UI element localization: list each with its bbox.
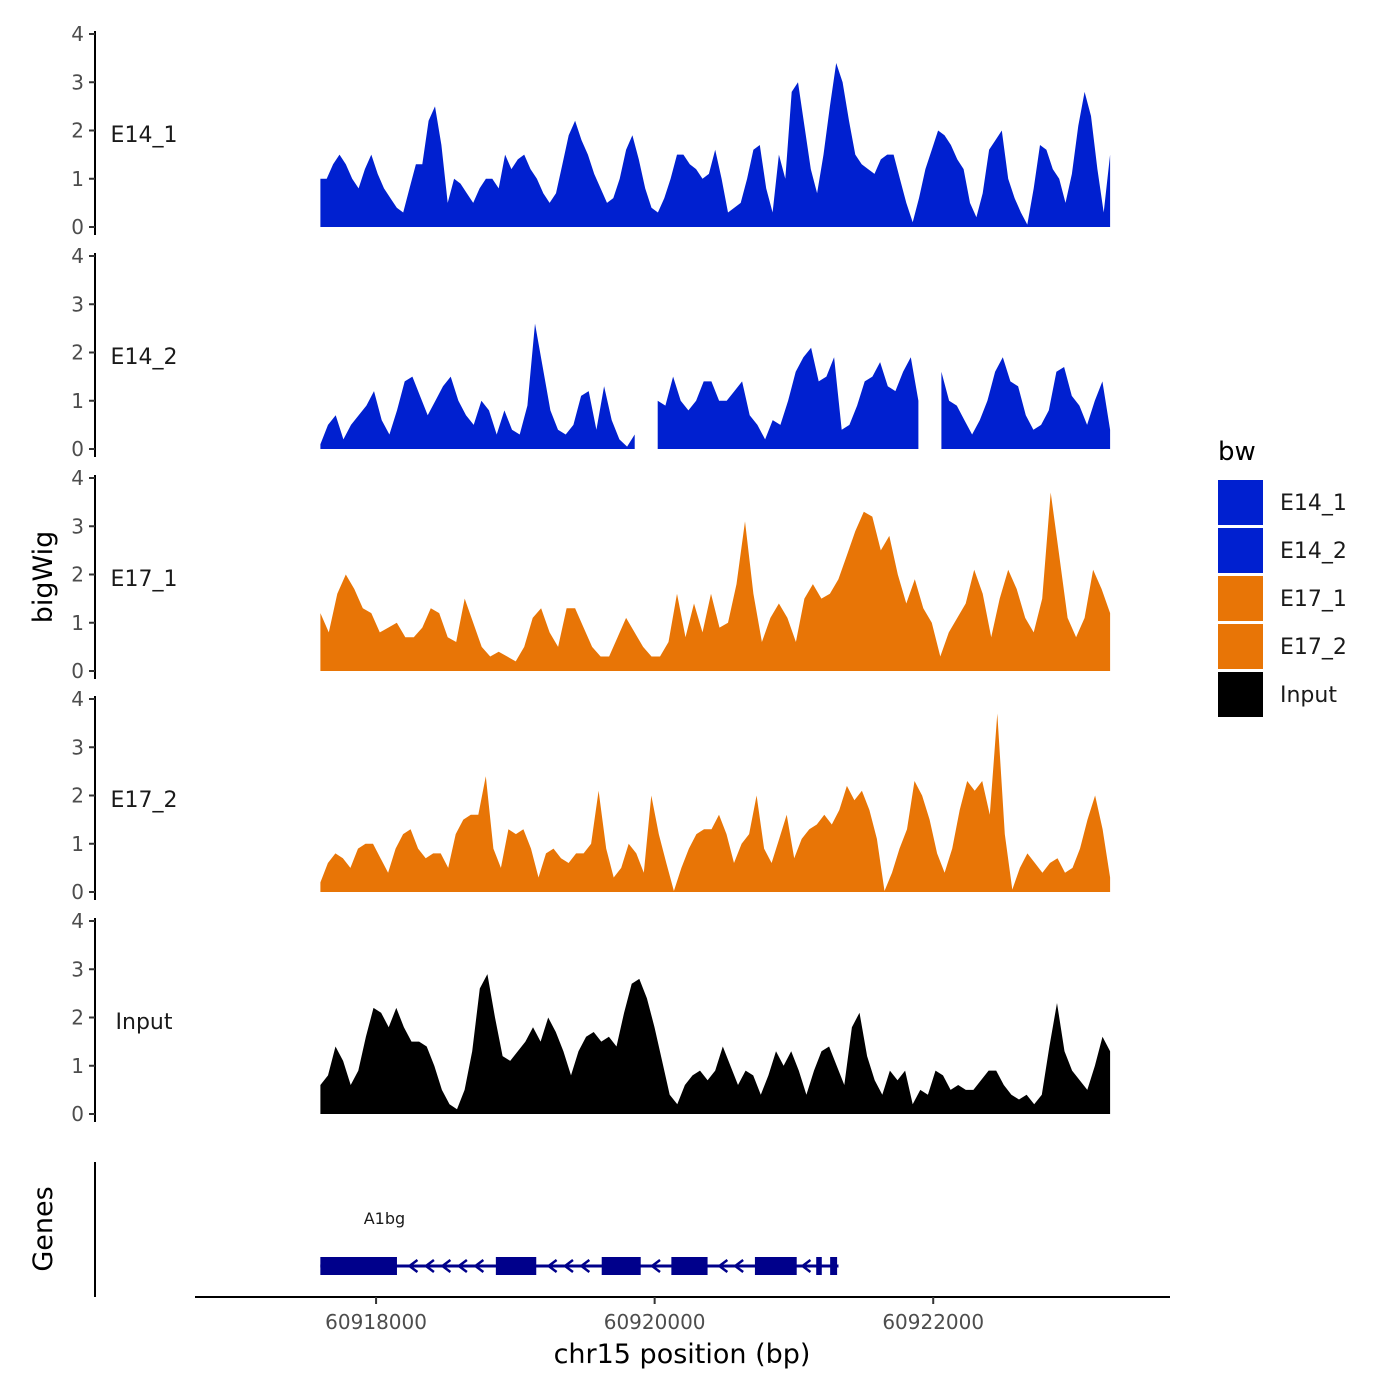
y-tick-label: 4	[71, 687, 84, 711]
legend-swatch-E14_2	[1218, 528, 1263, 573]
y-tick-label: 4	[71, 244, 84, 268]
gene-exon	[320, 1257, 397, 1275]
legend: bw E14_1 E14_2 E17_1 E17_2 Input	[1218, 437, 1347, 717]
track-E17_1: 0 1 2 3 4 E17_1	[71, 466, 1111, 683]
legend-label-E14_2: E14_2	[1280, 539, 1347, 564]
gene-exon	[816, 1257, 822, 1275]
strand-arrow	[717, 1259, 729, 1273]
x-tick-label: 60920000	[604, 1310, 706, 1334]
x-tick-label: 60922000	[882, 1310, 984, 1334]
signal-area-E14_2	[657, 347, 919, 449]
y-tick-label: 0	[71, 437, 84, 461]
strand-arrow	[649, 1259, 661, 1273]
gene-track-title: Genes	[28, 1186, 59, 1271]
y-tick-label: 3	[71, 735, 84, 759]
legend-swatch-E14_1	[1218, 480, 1263, 525]
y-tick-label: 1	[71, 1054, 84, 1078]
y-tick-label: 0	[71, 1102, 84, 1126]
gene-name-label: A1bg	[364, 1209, 405, 1228]
legend-label-E17_1: E17_1	[1280, 587, 1347, 612]
y-tick-label: 3	[71, 70, 84, 94]
gene-exon	[671, 1257, 708, 1275]
track-label-E17_1: E17_1	[111, 567, 178, 592]
signal-area-Input	[320, 974, 1111, 1114]
strand-arrow	[456, 1259, 468, 1273]
signal-tracks: 0 1 2 3 4 E14_1 0 1 2 3 4 E14_2 0 1 2 3 4 E17_1 0 1 2 3 4 E17_2…	[71, 22, 1111, 1126]
strand-arrow	[473, 1259, 485, 1273]
gene-exon	[754, 1257, 797, 1275]
y-tick-label: 2	[71, 119, 84, 143]
legend-swatch-E17_1	[1218, 576, 1263, 621]
legend-swatch-E17_2	[1218, 624, 1263, 669]
y-tick-label: 1	[71, 389, 84, 413]
signal-area-E14_2	[941, 357, 1111, 449]
y-tick-label: 3	[71, 292, 84, 316]
y-tick-label: 2	[71, 341, 84, 365]
y-tick-label: 2	[71, 563, 84, 587]
y-tick-label: 2	[71, 784, 84, 808]
legend-label-Input: Input	[1280, 683, 1337, 708]
y-tick-label: 4	[71, 466, 84, 490]
strand-arrow	[423, 1259, 435, 1273]
track-Input: 0 1 2 3 4 Input	[71, 909, 1111, 1126]
track-label-Input: Input	[116, 1010, 173, 1035]
gene-exon	[601, 1257, 641, 1275]
y-tick-label: 0	[71, 880, 84, 904]
strand-arrow	[733, 1259, 744, 1273]
track-E17_2: 0 1 2 3 4 E17_2	[71, 687, 1111, 904]
gene-track: A1bg	[94, 1162, 839, 1297]
signal-area-E17_1	[320, 492, 1111, 671]
track-E14_1: 0 1 2 3 4 E14_1	[71, 22, 1111, 239]
gene-exon	[830, 1257, 838, 1275]
strand-arrow	[407, 1259, 419, 1273]
x-axis-title: chr15 position (bp)	[554, 1339, 811, 1370]
signal-area-E17_2	[320, 713, 1111, 892]
y-tick-label: 4	[71, 22, 84, 46]
y-tick-label: 3	[71, 957, 84, 981]
y-tick-label: 2	[71, 1006, 84, 1030]
y-tick-label: 4	[71, 909, 84, 933]
y-tick-label: 3	[71, 514, 84, 538]
strand-arrow	[440, 1259, 452, 1273]
track-E14_2: 0 1 2 3 4 E14_2	[71, 244, 1111, 461]
signal-area-E14_1	[320, 63, 1111, 227]
legend-swatch-Input	[1218, 672, 1263, 717]
track-label-E17_2: E17_2	[111, 788, 178, 813]
strand-arrow	[579, 1259, 591, 1273]
track-label-E14_2: E14_2	[111, 345, 178, 370]
track-label-E14_1: E14_1	[111, 123, 178, 148]
y-tick-label: 1	[71, 611, 84, 635]
strand-arrow	[800, 1259, 812, 1273]
y-tick-label: 1	[71, 167, 84, 191]
strand-arrow	[546, 1259, 558, 1273]
y-tick-label: 0	[71, 215, 84, 239]
gene-exon	[495, 1257, 537, 1275]
legend-label-E17_2: E17_2	[1280, 635, 1347, 660]
legend-title: bw	[1218, 437, 1256, 467]
legend-label-E14_1: E14_1	[1280, 491, 1347, 516]
x-axis: 60918000 60920000 60922000	[195, 1296, 1170, 1334]
strand-arrow	[562, 1259, 574, 1273]
y-axis-title: bigWig	[28, 531, 59, 624]
y-tick-label: 1	[71, 832, 84, 856]
signal-area-E14_2	[320, 323, 635, 449]
y-tick-label: 0	[71, 659, 84, 683]
x-tick-label: 60918000	[325, 1310, 427, 1334]
